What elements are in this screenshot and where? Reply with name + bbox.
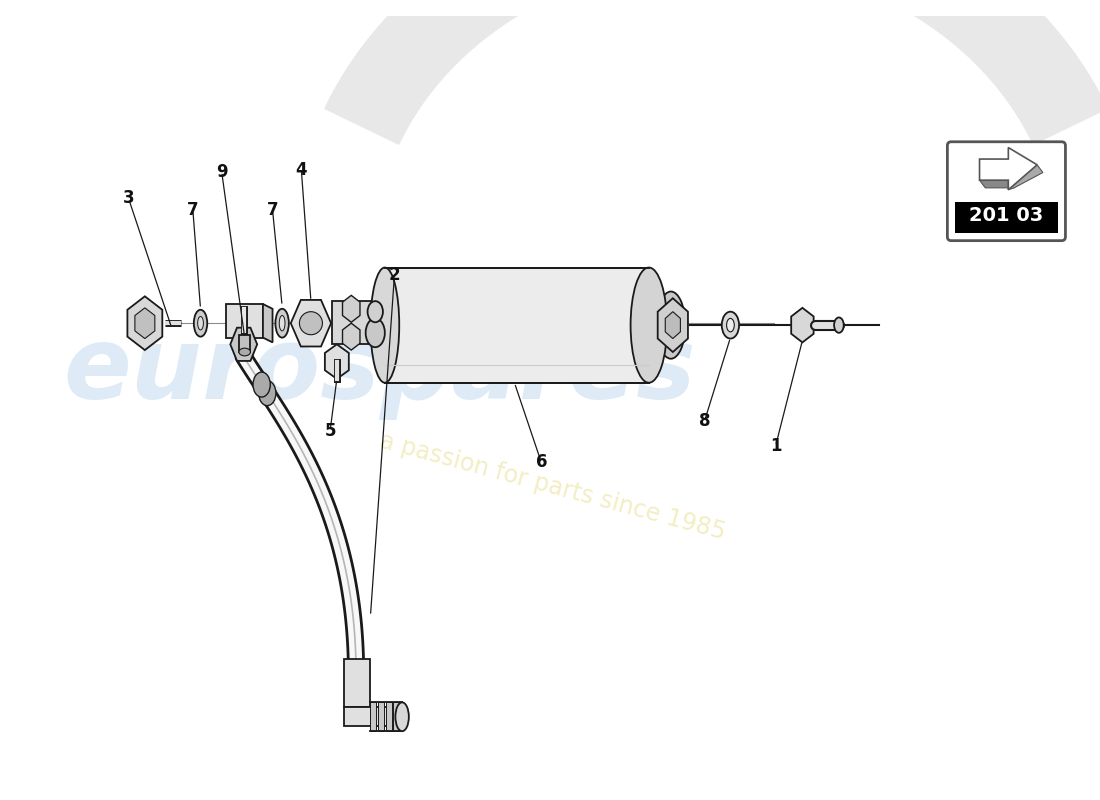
Polygon shape: [979, 180, 1014, 188]
Ellipse shape: [834, 318, 844, 333]
Polygon shape: [263, 304, 273, 342]
Polygon shape: [658, 298, 688, 352]
Polygon shape: [394, 702, 399, 731]
Ellipse shape: [275, 309, 289, 338]
Polygon shape: [230, 328, 257, 361]
Ellipse shape: [239, 348, 251, 356]
Circle shape: [299, 312, 322, 334]
Polygon shape: [666, 312, 681, 338]
Polygon shape: [343, 659, 371, 707]
Polygon shape: [1009, 165, 1043, 190]
Polygon shape: [343, 707, 399, 726]
Ellipse shape: [727, 318, 735, 332]
Ellipse shape: [722, 312, 739, 338]
Ellipse shape: [792, 312, 807, 338]
Ellipse shape: [657, 291, 685, 358]
Text: 3: 3: [123, 190, 134, 207]
Polygon shape: [239, 334, 251, 352]
Ellipse shape: [630, 267, 667, 382]
Polygon shape: [371, 702, 376, 731]
Text: 4: 4: [296, 161, 307, 178]
Text: 1: 1: [770, 437, 781, 455]
Ellipse shape: [367, 301, 383, 322]
Polygon shape: [378, 702, 384, 731]
Polygon shape: [791, 308, 814, 342]
Ellipse shape: [253, 372, 271, 397]
Text: 5: 5: [324, 422, 336, 440]
Ellipse shape: [194, 310, 207, 337]
Text: 7: 7: [187, 201, 199, 219]
Ellipse shape: [279, 315, 285, 331]
Polygon shape: [324, 344, 349, 379]
Polygon shape: [955, 202, 1058, 233]
Ellipse shape: [365, 318, 385, 347]
FancyBboxPatch shape: [947, 142, 1066, 241]
Text: 7: 7: [266, 201, 278, 219]
Polygon shape: [135, 308, 155, 338]
Polygon shape: [386, 702, 392, 731]
Text: 201 03: 201 03: [969, 206, 1044, 225]
Polygon shape: [979, 147, 1037, 190]
Polygon shape: [342, 295, 360, 322]
Polygon shape: [227, 304, 263, 338]
Ellipse shape: [198, 317, 204, 330]
Text: a passion for parts since 1985: a passion for parts since 1985: [377, 429, 728, 544]
Polygon shape: [290, 300, 331, 346]
Text: 9: 9: [216, 162, 228, 181]
Polygon shape: [332, 301, 375, 344]
Ellipse shape: [395, 702, 409, 731]
Text: 8: 8: [698, 412, 711, 430]
Text: 2: 2: [388, 266, 400, 284]
Text: 6: 6: [536, 454, 547, 471]
Ellipse shape: [371, 267, 399, 382]
Polygon shape: [385, 267, 649, 382]
Polygon shape: [342, 323, 360, 350]
Polygon shape: [128, 296, 163, 350]
Ellipse shape: [258, 381, 276, 406]
Text: eurospares: eurospares: [64, 322, 696, 420]
